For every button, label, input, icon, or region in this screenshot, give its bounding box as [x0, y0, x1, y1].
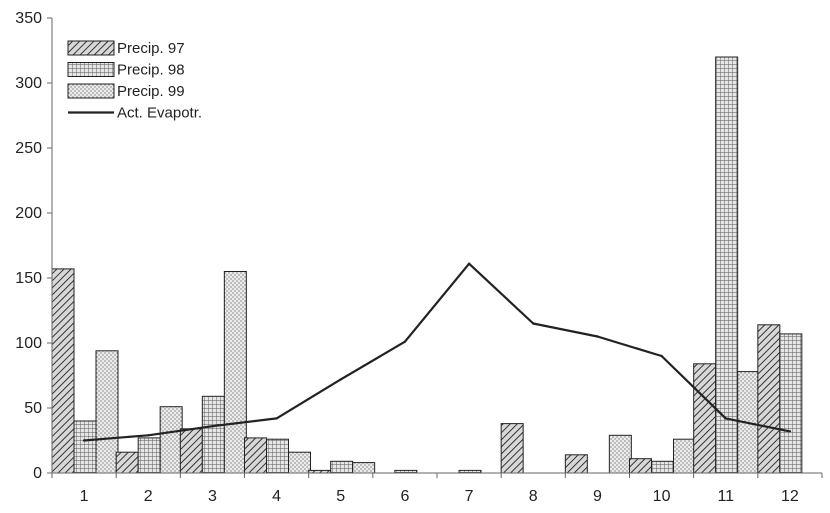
y-tick-label: 0: [33, 465, 42, 482]
evapotranspiration-point-month-6: [403, 340, 407, 343]
legend-swatch-diagonal-hatch: [67, 40, 115, 56]
bar-grid-month-10: [651, 460, 674, 474]
x-tick-label: 10: [653, 488, 671, 505]
legend-label: Precip. 99: [117, 83, 185, 100]
evapotranspiration-line: [83, 262, 791, 442]
bar-grid-month-1: [73, 420, 97, 474]
legend-label: Precip. 98: [117, 62, 185, 79]
x-tick-label: 11: [717, 488, 734, 505]
bar-diagonal-hatch-month-2: [115, 451, 139, 474]
x-tick-label: 5: [336, 488, 345, 505]
bar-dots-month-9: [608, 434, 632, 474]
evapotranspiration-point-month-12: [788, 430, 792, 433]
x-tick-label: 8: [529, 488, 538, 505]
evapotranspiration-point-month-4: [275, 417, 278, 420]
y-tick-label: 350: [15, 10, 42, 27]
y-tick-label: 150: [15, 270, 42, 287]
legend-label: Precip. 97: [117, 40, 185, 57]
y-tick-label: 300: [15, 75, 42, 92]
bar-dots-month-4: [288, 451, 311, 474]
x-tick-label: 4: [272, 488, 281, 505]
y-tick-label: 100: [15, 335, 42, 352]
bar-diagonal-hatch-month-10: [629, 458, 652, 474]
x-tick-label: 7: [465, 488, 474, 505]
evapotranspiration-point-month-5: [339, 378, 342, 381]
bar-diagonal-hatch-month-8: [500, 423, 524, 474]
evapotranspiration-point-month-8: [532, 322, 535, 325]
y-tick-label: 200: [15, 205, 42, 222]
evapotranspiration-point-month-10: [660, 354, 663, 358]
legend-swatch-grid: [67, 62, 115, 77]
y-tick-label: 250: [15, 140, 42, 157]
evapotranspiration-point-month-1: [82, 439, 86, 442]
x-tick-label: 1: [80, 488, 89, 505]
bar-dots-month-1: [95, 350, 119, 474]
y-tick-label: 50: [24, 400, 42, 417]
bar-dots-month-3: [223, 271, 247, 474]
bar-diagonal-hatch-month-9: [564, 454, 588, 474]
bar-grid-month-3: [201, 395, 225, 474]
bar-diagonal-hatch-month-12: [757, 324, 781, 474]
bar-grid-month-4: [266, 438, 289, 474]
bar-diagonal-hatch-month-11: [693, 363, 717, 474]
x-tick-label: 2: [144, 488, 153, 505]
evapotranspiration-point-month-11: [724, 417, 727, 420]
bar-dots-month-10: [673, 438, 696, 474]
bar-diagonal-hatch-month-4: [244, 437, 267, 474]
bar-grid-month-5: [330, 460, 354, 474]
evapotranspiration-point-month-2: [147, 434, 150, 437]
x-tick-label: 9: [593, 488, 602, 505]
evapotranspiration-point-month-3: [211, 425, 214, 428]
legend-label: Act. Evapotr.: [117, 105, 202, 122]
evapotranspiration-point-month-7: [467, 262, 471, 265]
evapotranspiration-point-month-9: [596, 335, 599, 338]
bar-dots-month-5: [352, 462, 376, 474]
x-tick-label: 12: [781, 488, 799, 505]
legend-swatch-dots: [67, 83, 115, 99]
bar-diagonal-hatch-month-3: [179, 428, 203, 474]
x-tick-label: 6: [400, 488, 409, 505]
bar-grid-month-12: [779, 333, 803, 474]
bar-grid-month-2: [137, 437, 161, 474]
bar-dots-month-2: [159, 406, 183, 474]
x-tick-label: 3: [208, 488, 217, 505]
bar-diagonal-hatch-month-1: [51, 268, 75, 474]
